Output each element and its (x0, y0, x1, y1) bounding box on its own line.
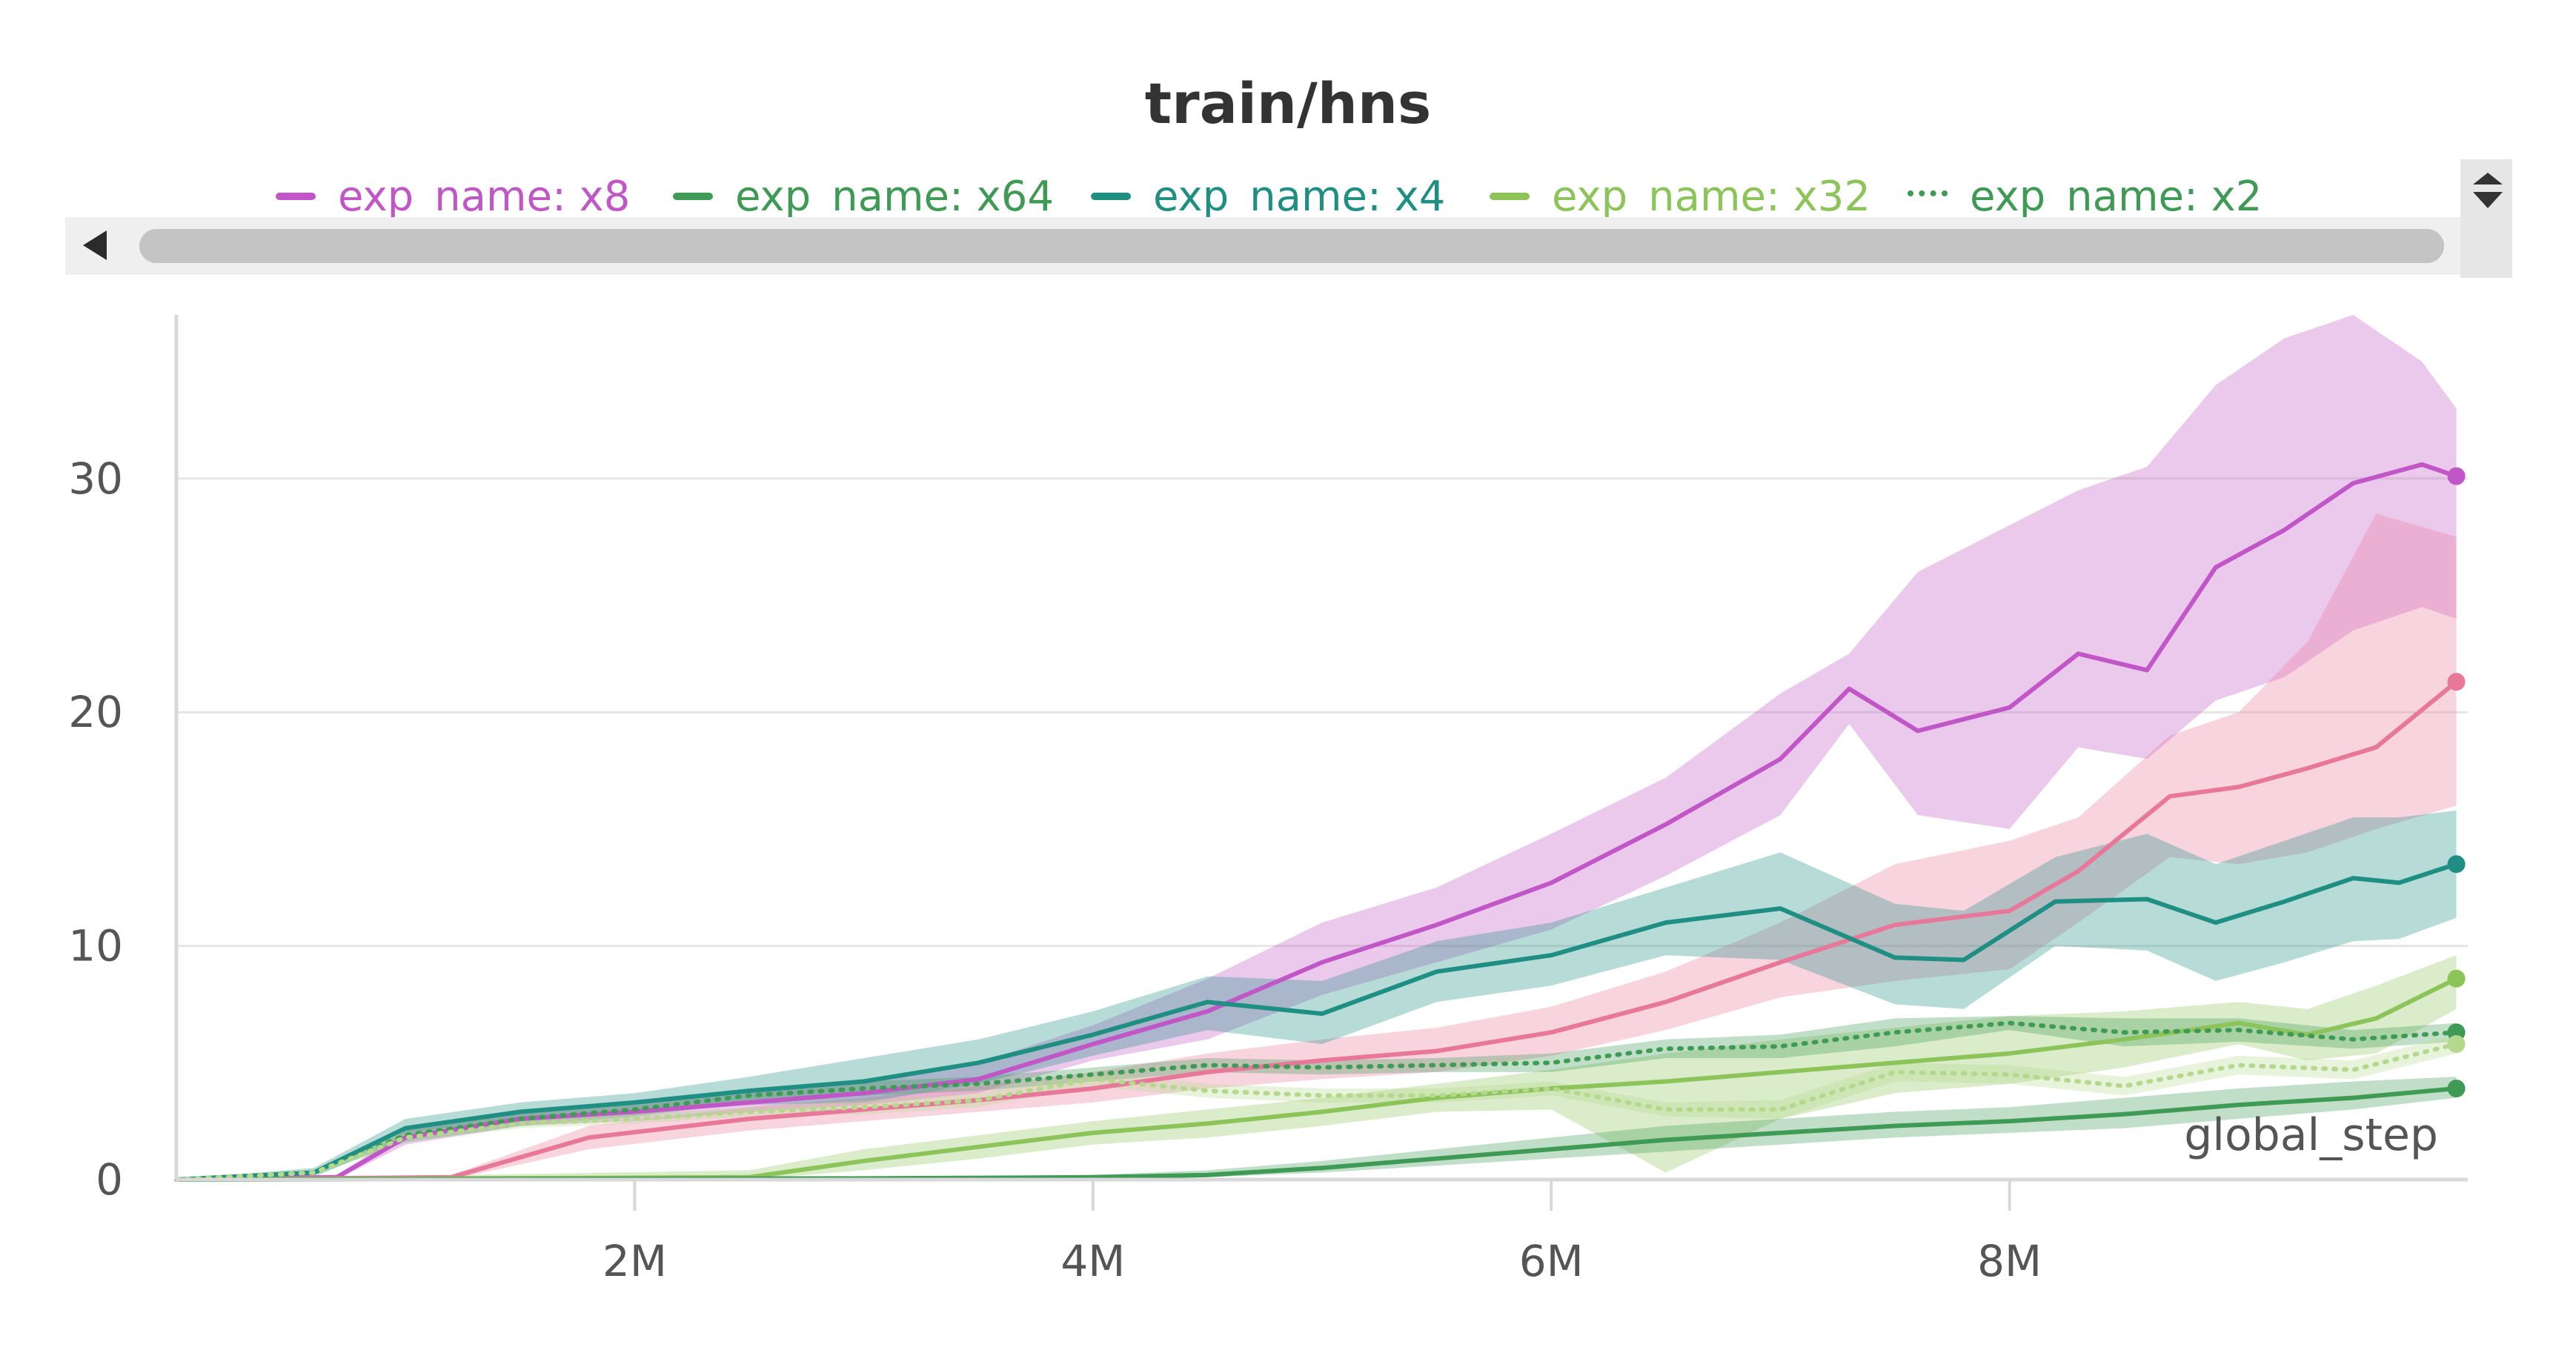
series-end-point (2447, 1035, 2466, 1054)
legend-label: exp_name: x8 (338, 172, 631, 221)
legend-menu-button[interactable] (2460, 159, 2512, 278)
series-end-point (2447, 855, 2466, 874)
y-tick-label: 10 (68, 921, 123, 971)
legend-label: exp_name: x2 (1970, 172, 2263, 221)
series-end-point (2447, 673, 2466, 691)
y-tick-label: 20 (68, 687, 123, 737)
series-end-point (2447, 969, 2466, 988)
legend-scrollbar[interactable] (65, 217, 2511, 275)
up-caret-icon (2473, 173, 2503, 184)
series-line (174, 1086, 2459, 1182)
confidence-bands (176, 315, 2457, 1180)
legend-item-x4[interactable]: exp_name: x4 (1091, 170, 1445, 222)
grid (176, 477, 2468, 948)
legend-item-x64[interactable]: exp_name: x64 (673, 170, 1054, 222)
x-axis-title: global_step (2184, 1109, 2438, 1161)
legend-item-x32[interactable]: exp_name: x32 (1490, 170, 1870, 222)
x-tick-label: 2M (602, 1236, 667, 1286)
legend-swatch (673, 193, 713, 200)
down-caret-icon (2473, 192, 2503, 208)
legend-item-x2[interactable]: exp_name: x2 (1908, 170, 2262, 222)
legend-swatch (1908, 190, 1948, 202)
axes: 0 10 20 30 2M 4M 6M 8M global_step (68, 315, 2468, 1286)
legend-swatch (1490, 193, 1530, 200)
legend: exp_name: x8 exp_name: x64 exp_name: x4 … (0, 170, 2576, 222)
legend-label: exp_name: x64 (735, 172, 1055, 221)
series-band (176, 513, 2457, 1180)
left-arrow-icon[interactable] (83, 230, 107, 260)
series-line (174, 976, 2459, 1182)
series-line (174, 462, 2459, 1182)
legend-item-x8[interactable]: exp_name: x8 (276, 170, 630, 222)
scrollbar-thumb[interactable] (139, 229, 2444, 263)
series-end-point (2447, 1079, 2466, 1097)
legend-label: exp_name: x32 (1552, 172, 1871, 221)
series-line (174, 1020, 2459, 1182)
legend-swatch (1091, 193, 1131, 200)
x-tick-label: 8M (1977, 1236, 2042, 1286)
series-band (176, 1034, 2457, 1180)
series-band (176, 955, 2457, 1180)
x-tick-label: 6M (1519, 1236, 1584, 1286)
series-band (176, 1077, 2457, 1180)
legend-label: exp_name: x4 (1153, 172, 1446, 221)
series-band (176, 810, 2457, 1180)
series-line (174, 862, 2459, 1182)
y-tick-label: 0 (96, 1154, 123, 1205)
legend-swatch (276, 193, 316, 200)
series-band (176, 315, 2457, 1180)
series-line (174, 1042, 2459, 1182)
chart-title: train/hns (1144, 70, 1432, 136)
series-line (174, 679, 2459, 1182)
series-lines (174, 462, 2466, 1182)
x-tick-label: 4M (1060, 1236, 1125, 1286)
series-end-point (2447, 467, 2466, 485)
y-tick-label: 30 (68, 453, 123, 504)
